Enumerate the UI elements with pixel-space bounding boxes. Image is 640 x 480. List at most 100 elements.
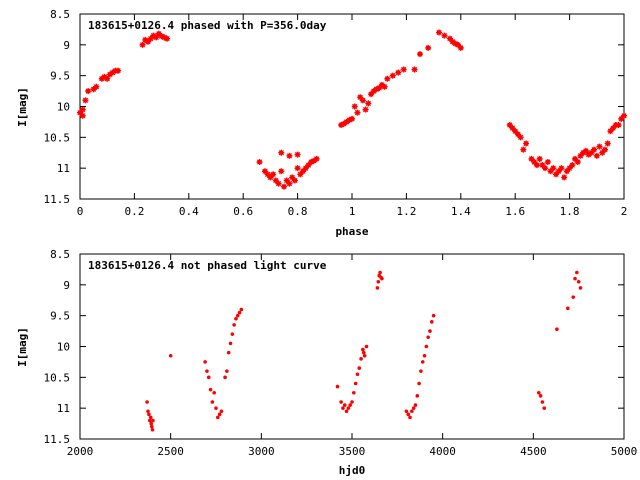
data-point bbox=[410, 409, 414, 414]
data-point bbox=[294, 151, 301, 158]
data-point bbox=[425, 44, 432, 51]
phased-y-tick-label: 9.5 bbox=[50, 70, 70, 83]
data-point bbox=[601, 146, 608, 153]
data-point bbox=[431, 313, 436, 318]
data-point bbox=[596, 143, 603, 150]
data-point bbox=[565, 306, 570, 311]
phased-light-curve-panel: 183615+0126.4 phased with P=356.0day 0 0.… bbox=[16, 8, 627, 238]
data-point bbox=[289, 174, 296, 181]
unphased-y-tick-label: 10 bbox=[57, 341, 70, 354]
phased-y-tick-label: 11.5 bbox=[44, 193, 71, 206]
phased-chart-title: 183615+0126.4 phased with P=356.0day bbox=[88, 19, 327, 32]
phased-x-tick-label: 1 bbox=[349, 205, 356, 218]
unphased-x-tick-label: 3000 bbox=[248, 445, 275, 458]
phased-y-tick-label: 9 bbox=[63, 39, 70, 52]
data-point bbox=[212, 390, 216, 395]
unphased-y-axis-label: I[mag] bbox=[16, 327, 29, 367]
data-point bbox=[553, 171, 559, 178]
data-point bbox=[93, 83, 100, 90]
data-point bbox=[164, 35, 171, 42]
data-point bbox=[145, 400, 149, 404]
data-point bbox=[261, 168, 268, 175]
data-point bbox=[104, 75, 111, 82]
data-point bbox=[411, 66, 418, 73]
data-point bbox=[353, 381, 358, 386]
data-point bbox=[85, 88, 92, 95]
unphased-x-tick-label: 4500 bbox=[520, 445, 547, 458]
phased-x-axis-label: phase bbox=[335, 225, 368, 238]
phased-y-ticks: 8.5 9 9.5 10 10.5 11 11.5 bbox=[44, 8, 624, 206]
data-point bbox=[147, 412, 151, 417]
phased-x-tick-label: 0.8 bbox=[288, 205, 308, 218]
data-point bbox=[428, 329, 432, 333]
unphased-chart-title: 183615+0126.4 not phased light curve bbox=[88, 259, 327, 272]
data-point bbox=[411, 406, 416, 410]
data-point bbox=[457, 44, 464, 51]
data-point bbox=[575, 270, 579, 275]
unphased-y-tick-label: 9.5 bbox=[50, 310, 70, 323]
data-point bbox=[216, 415, 220, 420]
unphased-y-tick-label: 8.5 bbox=[50, 248, 70, 261]
data-point bbox=[151, 418, 155, 423]
unphased-x-tick-label: 3500 bbox=[339, 445, 366, 458]
data-point bbox=[208, 387, 213, 392]
data-point bbox=[219, 409, 224, 414]
phased-x-ticks: 0 0.2 0.4 0.6 0.8 1 1.2 1.4 1.6 1.8 2 bbox=[77, 14, 627, 218]
data-point bbox=[540, 400, 545, 404]
data-point bbox=[313, 155, 320, 162]
data-point bbox=[569, 162, 576, 169]
data-point bbox=[237, 310, 242, 315]
data-point bbox=[381, 83, 388, 90]
data-point bbox=[256, 159, 263, 165]
unphased-y-tick-label: 9 bbox=[63, 279, 70, 292]
data-point bbox=[615, 122, 622, 128]
data-point bbox=[417, 51, 423, 58]
phased-y-axis-label: I[mag] bbox=[16, 87, 29, 127]
data-point bbox=[362, 353, 367, 358]
unphased-y-tick-label: 10.5 bbox=[44, 371, 71, 384]
data-point bbox=[395, 69, 402, 76]
data-point bbox=[239, 307, 244, 312]
unphased-plot-frame bbox=[79, 253, 625, 440]
data-point bbox=[278, 149, 285, 156]
data-point bbox=[413, 403, 418, 407]
data-point bbox=[361, 350, 366, 355]
unphased-x-tick-label: 2500 bbox=[157, 445, 184, 458]
data-point bbox=[417, 381, 421, 386]
data-point bbox=[555, 168, 562, 175]
data-point bbox=[561, 174, 568, 181]
data-point bbox=[555, 327, 559, 332]
unphased-data-points bbox=[145, 270, 583, 432]
data-point bbox=[355, 372, 360, 377]
data-point bbox=[573, 276, 577, 281]
data-point bbox=[380, 276, 384, 281]
data-point bbox=[520, 146, 527, 153]
phased-x-tick-label: 1.4 bbox=[451, 205, 471, 218]
unphased-y-tick-label: 11.5 bbox=[44, 433, 71, 446]
data-point bbox=[291, 177, 298, 184]
data-point bbox=[536, 155, 543, 162]
data-point bbox=[153, 34, 160, 41]
data-point bbox=[206, 375, 211, 380]
data-point bbox=[533, 162, 540, 169]
data-point bbox=[234, 316, 238, 321]
data-point bbox=[365, 100, 372, 107]
data-point bbox=[389, 72, 396, 79]
data-point bbox=[349, 115, 355, 122]
data-point bbox=[352, 390, 356, 395]
phased-y-tick-label: 10.5 bbox=[44, 131, 71, 144]
phased-x-tick-label: 0.2 bbox=[124, 205, 144, 218]
data-point bbox=[342, 403, 347, 407]
data-point bbox=[542, 165, 549, 172]
phased-y-tick-label: 8.5 bbox=[50, 8, 70, 21]
data-point bbox=[335, 384, 340, 389]
data-point bbox=[148, 415, 153, 420]
phased-x-tick-label: 1.8 bbox=[560, 205, 580, 218]
phased-x-tick-label: 1.6 bbox=[505, 205, 525, 218]
data-point bbox=[82, 97, 89, 104]
data-point bbox=[384, 75, 391, 82]
data-point bbox=[149, 421, 154, 426]
data-point bbox=[286, 152, 293, 159]
unphased-x-ticks: 2000 2500 3000 3500 4000 4500 5000 bbox=[67, 254, 637, 458]
phased-data-points bbox=[77, 29, 627, 190]
